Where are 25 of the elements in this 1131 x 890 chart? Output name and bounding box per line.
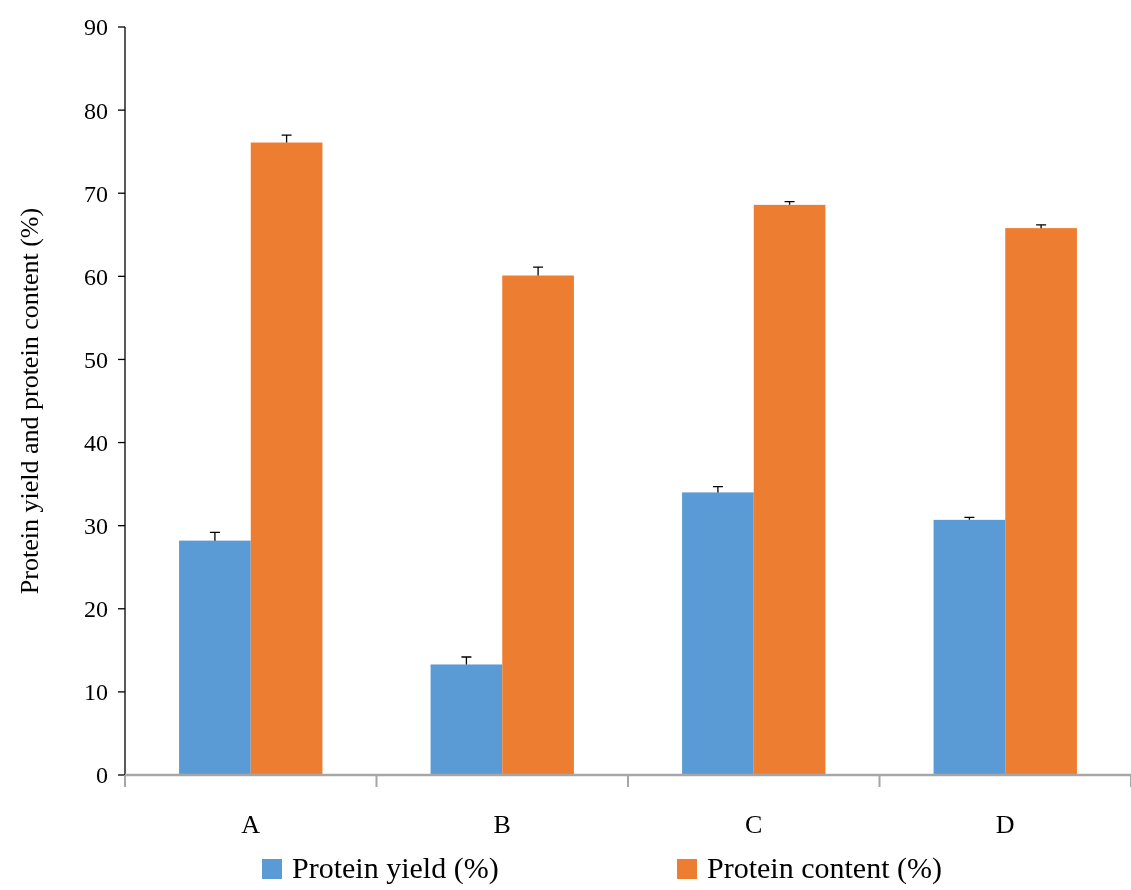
bar: [933, 519, 1006, 775]
y-tick-label: 50: [84, 346, 108, 373]
y-tick-label: 20: [84, 596, 108, 623]
y-tick-label: 30: [84, 513, 108, 540]
bar: [753, 204, 826, 775]
y-tick-label: 60: [84, 263, 108, 290]
y-axis-title: Protein yield and protein content (%): [15, 207, 44, 595]
x-tick-label: D: [995, 810, 1015, 839]
y-tick-label: 70: [84, 180, 108, 207]
bar: [682, 492, 754, 775]
bar: [179, 540, 251, 775]
bar: [430, 664, 503, 775]
x-tick-label: B: [493, 810, 511, 839]
legend-label: Protein yield (%): [292, 851, 499, 885]
bar: [250, 142, 323, 775]
y-tick-label: 40: [84, 429, 108, 456]
y-tick-label: 80: [84, 97, 108, 124]
bar: [1005, 228, 1077, 775]
y-tick-label: 90: [84, 14, 108, 41]
x-tick-label: C: [745, 810, 763, 839]
bar: [502, 275, 574, 775]
legend-label: Protein content (%): [707, 851, 942, 885]
x-tick-label: A: [241, 810, 261, 839]
y-tick-label: 0: [96, 762, 108, 789]
y-tick-label: 10: [84, 679, 108, 706]
